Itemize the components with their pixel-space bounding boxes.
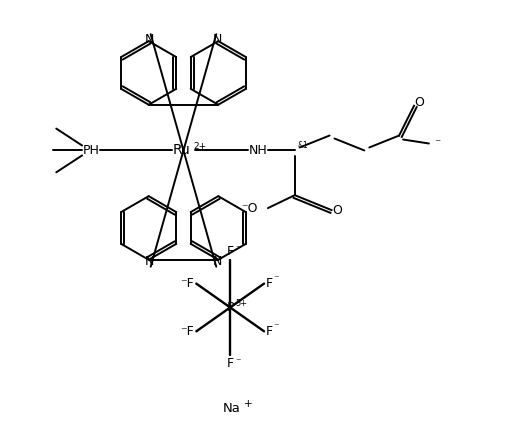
- Text: ⁻: ⁻: [273, 275, 279, 285]
- Text: F: F: [266, 325, 273, 338]
- Text: 5+: 5+: [235, 299, 247, 308]
- Text: O: O: [414, 96, 424, 109]
- Text: N: N: [213, 255, 222, 268]
- Text: ⁻F: ⁻F: [181, 277, 194, 290]
- Text: F: F: [227, 245, 234, 258]
- Text: P: P: [227, 301, 234, 314]
- Text: O: O: [333, 204, 342, 217]
- Text: +: +: [244, 399, 253, 409]
- Text: Na: Na: [223, 402, 241, 415]
- Text: N: N: [213, 33, 222, 46]
- Text: ⁻F: ⁻F: [181, 325, 194, 338]
- Text: F: F: [227, 357, 234, 370]
- Text: PH: PH: [82, 144, 99, 157]
- Text: ⁻O: ⁻O: [242, 202, 258, 214]
- Text: 2+: 2+: [194, 142, 207, 151]
- Text: ⁻: ⁻: [273, 322, 279, 333]
- Text: ⁻: ⁻: [235, 244, 241, 254]
- Text: ⁻: ⁻: [434, 137, 440, 150]
- Text: F: F: [266, 277, 273, 290]
- Text: N: N: [145, 255, 154, 268]
- Text: Ru: Ru: [173, 143, 191, 158]
- Text: ⁻: ⁻: [235, 357, 241, 367]
- Text: &1: &1: [298, 141, 308, 150]
- Text: N: N: [145, 33, 154, 46]
- Text: NH: NH: [249, 144, 267, 157]
